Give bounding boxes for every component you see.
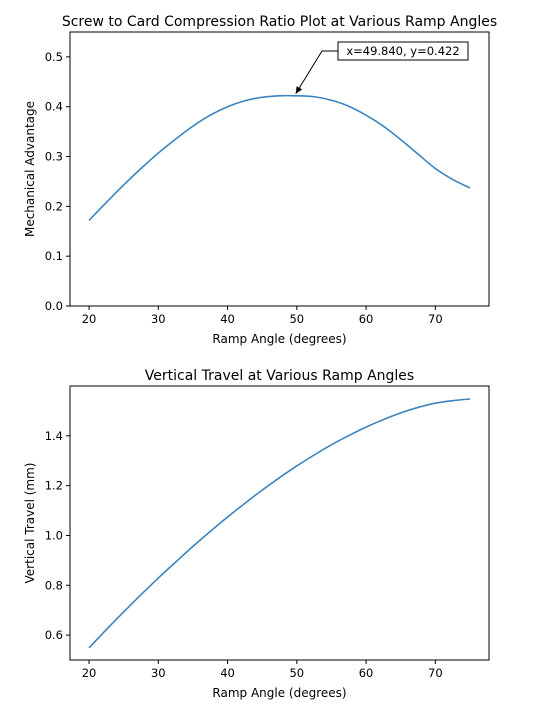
chart1-series-line-1 <box>88 94 471 221</box>
chart2-x-tick-label: 50 <box>289 666 304 680</box>
chart2-y-tick-label: 0.8 <box>45 578 63 592</box>
chart2-x-tick-label: 20 <box>82 666 97 680</box>
chart1-x-tick-label: 30 <box>151 312 166 326</box>
chart2-y-axis-label: Vertical Travel (mm) <box>23 463 37 584</box>
chart1-y-tick-label: 0.0 <box>45 299 63 313</box>
chart1-annotation-box <box>337 41 469 61</box>
chart2-y-tick-label: 0.6 <box>45 628 63 642</box>
chart2-x-tick-label: 40 <box>220 666 235 680</box>
chart2-y-tick-label: 1.2 <box>45 479 63 493</box>
chart1-x-tick-label: 50 <box>289 312 304 326</box>
chart2-x-tick-label: 60 <box>359 666 374 680</box>
chart1-annotation-arrow <box>295 50 338 95</box>
chart2-x-tick-label: 30 <box>151 666 166 680</box>
chart1-x-tick-label: 60 <box>359 312 374 326</box>
chart1-title: Screw to Card Compression Ratio Plot at … <box>62 14 497 30</box>
chart2-x-axis-label: Ramp Angle (degrees) <box>212 686 346 700</box>
chart1-axes-frame <box>69 31 490 307</box>
chart2-series-line-1 <box>88 398 471 649</box>
chart1-y-tick-label: 0.4 <box>45 100 63 114</box>
chart1-y-tick-label: 0.2 <box>45 199 63 213</box>
chart1-x-tick-label: 20 <box>82 312 97 326</box>
chart1-x-axis-label: Ramp Angle (degrees) <box>212 332 346 346</box>
chart1-annotation-arrowhead <box>295 86 303 94</box>
chart2-y-tick-label: 1.0 <box>45 528 63 542</box>
chart2-axes-frame <box>69 385 490 661</box>
chart1-annotation-text: x=49.840, y=0.422 <box>346 44 459 58</box>
chart2-x-tick-label: 70 <box>428 666 443 680</box>
chart1-x-tick-label: 40 <box>220 312 235 326</box>
chart1-y-tick-label: 0.1 <box>45 249 63 263</box>
chart2-y-tick-label: 1.4 <box>45 429 63 443</box>
chart2-title: Vertical Travel at Various Ramp Angles <box>145 368 414 384</box>
chart1-y-tick-label: 0.3 <box>45 150 63 164</box>
chart1-x-tick-label: 70 <box>428 312 443 326</box>
chart1-y-axis-label: Mechanical Advantage <box>23 101 37 237</box>
chart1-y-tick-label: 0.5 <box>45 50 63 64</box>
